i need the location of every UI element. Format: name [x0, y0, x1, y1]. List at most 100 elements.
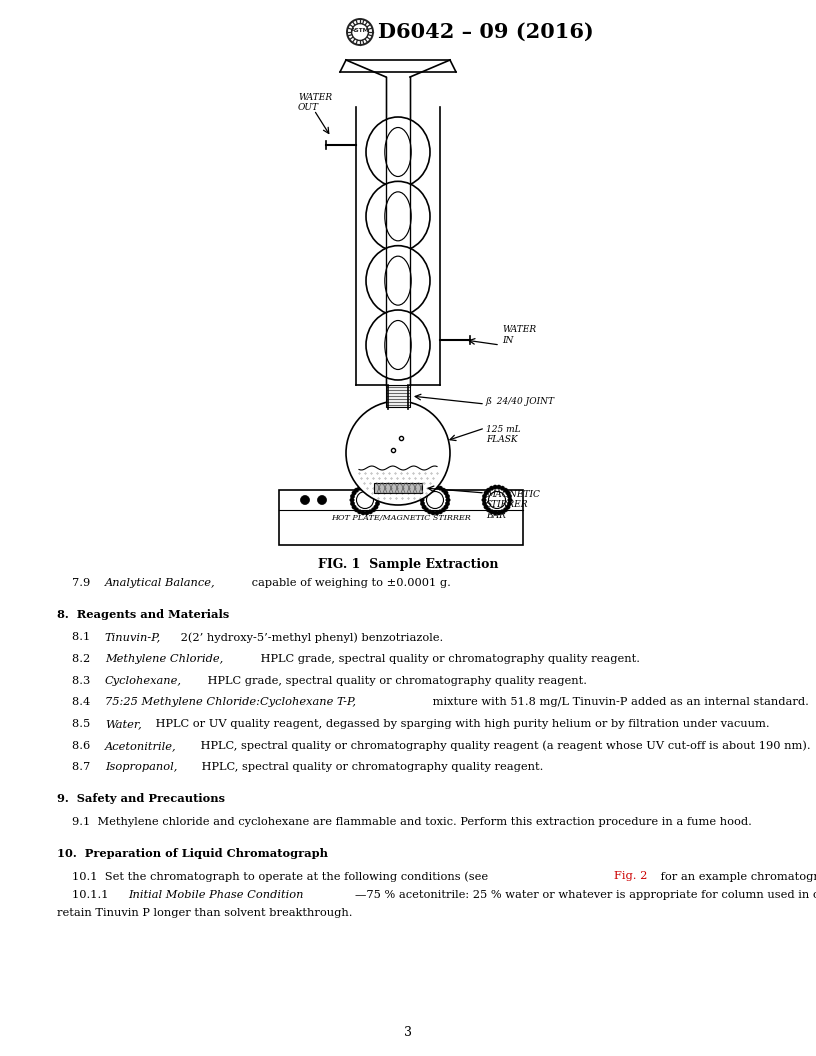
Text: Tinuvin-P,: Tinuvin-P, [105, 633, 161, 642]
Circle shape [441, 508, 446, 512]
Circle shape [500, 486, 504, 490]
Text: HPLC or UV quality reagent, degassed by sparging with high purity helium or by f: HPLC or UV quality reagent, degassed by … [153, 719, 770, 729]
Circle shape [352, 487, 378, 513]
Ellipse shape [366, 182, 430, 251]
Circle shape [375, 502, 379, 506]
Circle shape [419, 497, 424, 503]
Circle shape [424, 488, 428, 492]
Text: WATER
OUT: WATER OUT [298, 93, 332, 112]
Circle shape [438, 510, 442, 514]
Circle shape [490, 486, 494, 490]
Circle shape [368, 510, 373, 514]
Text: 2(2’ hydroxy-5’-methyl phenyl) benzotriazole.: 2(2’ hydroxy-5’-methyl phenyl) benzotria… [178, 633, 444, 643]
Circle shape [422, 491, 426, 495]
Ellipse shape [366, 246, 430, 316]
Circle shape [428, 486, 432, 490]
Circle shape [357, 491, 374, 509]
Circle shape [374, 491, 378, 495]
Bar [374, 483, 422, 493]
Text: HPLC grade, spectral quality or chromatography quality reagent.: HPLC grade, spectral quality or chromato… [204, 676, 588, 685]
Text: WATER
IN: WATER IN [502, 325, 536, 344]
Text: for an example chromatogram):: for an example chromatogram): [657, 871, 816, 882]
Text: Methylene Chloride,: Methylene Chloride, [105, 654, 223, 664]
Text: 8.5: 8.5 [72, 719, 97, 729]
Circle shape [500, 510, 504, 514]
Text: Fig. 2: Fig. 2 [614, 871, 647, 881]
Circle shape [503, 488, 508, 492]
Circle shape [347, 19, 373, 45]
Circle shape [506, 505, 510, 509]
Circle shape [428, 510, 432, 514]
Circle shape [365, 485, 369, 489]
Ellipse shape [385, 128, 411, 176]
Circle shape [486, 508, 490, 512]
Text: FIG. 1  Sample Extraction: FIG. 1 Sample Extraction [317, 558, 499, 571]
Bar [279, 490, 523, 545]
Text: mixture with 51.8 mg/L Tinuvin-P added as an internal standard.: mixture with 51.8 mg/L Tinuvin-P added a… [428, 697, 809, 708]
Text: 8.1: 8.1 [72, 633, 97, 642]
Circle shape [424, 508, 428, 512]
Text: HPLC, spectral quality or chromatography quality reagent (a reagent whose UV cut: HPLC, spectral quality or chromatography… [197, 740, 811, 751]
Circle shape [508, 502, 512, 506]
Circle shape [365, 511, 369, 515]
Circle shape [422, 487, 448, 513]
Ellipse shape [385, 257, 411, 305]
Text: 9.1  Methylene chloride and cyclohexane are flammable and toxic. Perform this ex: 9.1 Methylene chloride and cyclohexane a… [72, 816, 752, 827]
Circle shape [375, 494, 379, 498]
Circle shape [352, 491, 357, 495]
Circle shape [497, 485, 501, 489]
Text: 8.  Reagents and Materials: 8. Reagents and Materials [57, 609, 229, 620]
Text: 8.7: 8.7 [72, 762, 97, 772]
Text: 9.  Safety and Precautions: 9. Safety and Precautions [57, 793, 225, 805]
Circle shape [371, 508, 375, 512]
Ellipse shape [385, 192, 411, 241]
Circle shape [431, 485, 436, 489]
Circle shape [446, 494, 450, 498]
Text: D6042 – 09 (2016): D6042 – 09 (2016) [378, 22, 594, 42]
Circle shape [350, 502, 355, 506]
Text: 75:25 Methylene Chloride:Cyclohexane T-P,: 75:25 Methylene Chloride:Cyclohexane T-P… [105, 697, 356, 708]
Circle shape [361, 485, 366, 489]
Text: 3: 3 [404, 1025, 412, 1038]
Circle shape [482, 494, 486, 498]
Circle shape [350, 497, 354, 503]
Circle shape [508, 497, 512, 503]
Circle shape [489, 491, 505, 509]
Circle shape [506, 491, 510, 495]
Text: 8.6: 8.6 [72, 740, 97, 751]
Circle shape [484, 505, 488, 509]
Circle shape [354, 508, 359, 512]
Circle shape [357, 510, 361, 514]
Text: Cyclohexane,: Cyclohexane, [105, 676, 182, 685]
Text: 10.1.1: 10.1.1 [72, 889, 116, 900]
Circle shape [317, 495, 326, 505]
Circle shape [361, 511, 366, 515]
Circle shape [490, 510, 494, 514]
Text: 8.4: 8.4 [72, 697, 97, 708]
Text: HPLC grade, spectral quality or chromatography quality reagent.: HPLC grade, spectral quality or chromato… [258, 654, 641, 664]
Text: MAGNETIC
STIRRER
BAR: MAGNETIC STIRRER BAR [486, 490, 540, 520]
Ellipse shape [385, 321, 411, 370]
Ellipse shape [366, 310, 430, 380]
Circle shape [371, 488, 375, 492]
Circle shape [484, 491, 488, 495]
Text: 7.9: 7.9 [72, 578, 97, 588]
Text: HOT PLATE/MAGNETIC STIRRER: HOT PLATE/MAGNETIC STIRRER [331, 514, 471, 522]
Bar [386, 385, 410, 407]
Circle shape [435, 511, 439, 515]
Text: 8.3: 8.3 [72, 676, 97, 685]
Circle shape [446, 502, 450, 506]
Text: Analytical Balance,: Analytical Balance, [105, 578, 215, 588]
Circle shape [300, 495, 309, 505]
Circle shape [376, 497, 380, 503]
Circle shape [493, 485, 497, 489]
Circle shape [352, 505, 357, 509]
Circle shape [482, 502, 486, 506]
Circle shape [444, 505, 448, 509]
Circle shape [438, 486, 442, 490]
Circle shape [350, 494, 355, 498]
Circle shape [508, 494, 512, 498]
Text: HPLC, spectral quality or chromatography quality reagent.: HPLC, spectral quality or chromatography… [198, 762, 543, 772]
Text: 10.  Preparation of Liquid Chromatograph: 10. Preparation of Liquid Chromatograph [57, 848, 328, 859]
Circle shape [484, 487, 510, 513]
